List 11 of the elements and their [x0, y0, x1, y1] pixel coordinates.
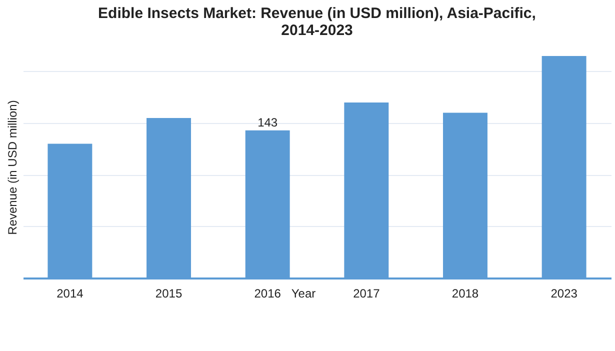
x-axis-title: Year: [291, 286, 316, 300]
text: 2014-2023: [281, 22, 353, 39]
x-tick-label: 2018: [452, 286, 479, 300]
x-tick-label: 2014: [56, 286, 84, 300]
x-tick-label: 2023: [550, 286, 578, 300]
x-tick-label: 2015: [155, 286, 182, 300]
x-tick-label: 2016: [254, 286, 282, 300]
x-tick-label: 2017: [353, 286, 380, 300]
text: Edible Insects Market: Revenue (in USD million), Asia-Pacific,: [98, 5, 536, 22]
y-axis-title: Revenue (in USD million): [6, 100, 20, 235]
data-label: 143: [258, 115, 278, 130]
